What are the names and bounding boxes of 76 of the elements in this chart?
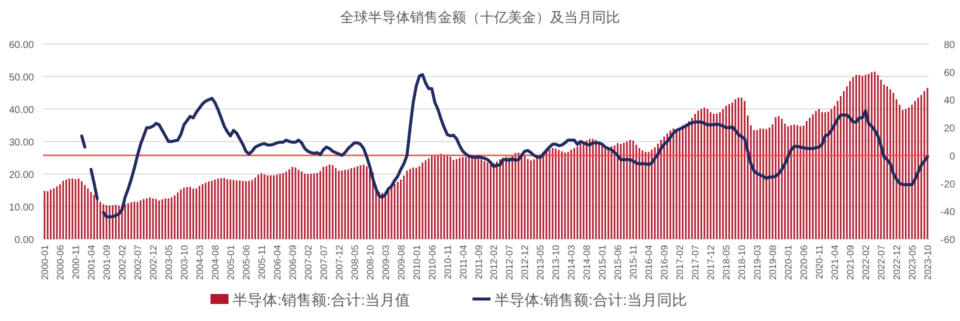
y-tick-label: 30.00 — [8, 138, 34, 148]
x-tick-label: 2007-12 — [334, 245, 346, 280]
x-tick-label: 2020-06 — [799, 245, 810, 280]
x-tick-label: 2012-02 — [489, 245, 500, 280]
y2-tick-label: -40 — [940, 207, 956, 218]
x-tick-label: 2005-06 — [241, 245, 252, 280]
x-tick-label: 2023-05 — [907, 245, 918, 280]
x-tick-label: 2008-10 — [365, 245, 376, 280]
x-tick-label: 2015-06 — [613, 245, 624, 280]
x-tick-label: 2017-07 — [690, 245, 702, 280]
x-tick-label: 2009-08 — [396, 245, 408, 280]
y2-tick-label: 40 — [944, 96, 956, 107]
y-tick-label: 60.00 — [8, 40, 34, 51]
x-tick-label: 2001-04 — [86, 245, 98, 280]
x-tick-label: 2014-03 — [566, 245, 578, 280]
x-tick-label: 2016-09 — [660, 245, 671, 280]
x-tick-label: 2017-12 — [706, 245, 718, 280]
y-tick-label: 10.00 — [8, 202, 34, 214]
x-tick-label: 2013-10 — [551, 245, 562, 280]
y-tick-label: 40.00 — [8, 105, 34, 116]
x-tick-label: 2002-02 — [117, 245, 128, 280]
x-tick-label: 2020-11 — [814, 245, 826, 280]
x-tick-label: 2005-01 — [226, 245, 237, 280]
x-tick-label: 2007-02 — [303, 245, 314, 280]
x-tick-label: 2011-04 — [458, 245, 470, 280]
x-tick-label: 2010-06 — [427, 245, 438, 280]
x-tick-label: 2011-09 — [474, 245, 485, 280]
chart-title: 全球半导体销售金额（十亿美金）及当月同比 — [340, 9, 620, 25]
x-tick-label: 2021-09 — [846, 245, 857, 280]
x-tick-label: 2004-03 — [194, 245, 206, 280]
x-tick-label: 2015-11 — [628, 245, 640, 280]
x-tick-label: 2006-04 — [272, 245, 284, 280]
x-tick-label: 2015-01 — [598, 245, 609, 280]
x-tick-label: 2021-04 — [830, 245, 842, 280]
x-tick-label: 2003-05 — [164, 245, 175, 280]
x-tick-label: 2009-03 — [380, 245, 392, 280]
x-tick-label: 2000-06 — [56, 245, 67, 280]
y2-tick-label: -20 — [940, 179, 956, 190]
y2-tick-label: 0 — [949, 151, 956, 162]
x-tick-label: 2012-12 — [520, 245, 532, 280]
legend-label: 半导体:销售额:合计:当月值 — [232, 292, 410, 309]
x-tick-label: 2000-01 — [40, 245, 52, 280]
x-tick-label: 2019-03 — [752, 245, 764, 280]
y-tick-label: 0.00 — [14, 235, 34, 246]
x-tick-label: 2006-09 — [288, 245, 299, 280]
y-tick-label: 50.00 — [8, 72, 34, 84]
x-tick-label: 2008-05 — [350, 245, 361, 280]
y2-tick-label: -60 — [940, 235, 956, 246]
x-tick-label: 2002-07 — [132, 245, 144, 280]
x-tick-label: 2018-05 — [722, 245, 733, 280]
x-tick-label: 2010-01 — [412, 245, 423, 280]
x-tick-label: 2022-02 — [860, 245, 872, 280]
x-tick-label: 2014-08 — [582, 245, 594, 280]
x-tick-label: 2005-11 — [256, 245, 268, 280]
x-tick-label: 2002-12 — [148, 245, 160, 280]
x-tick-label: 2004-08 — [210, 245, 222, 280]
x-tick-label: 2022-07 — [876, 245, 888, 280]
x-tick-label: 2017-02 — [675, 245, 686, 280]
x-tick-label: 2013-05 — [536, 245, 547, 280]
legend-label: 半导体:销售额:合计:当月同比 — [494, 292, 688, 309]
x-tick-label: 2018-10 — [737, 245, 748, 280]
x-tick-label: 2003-10 — [179, 245, 190, 280]
x-tick-label: 2007-07 — [318, 245, 330, 280]
y-tick-label: 20.00 — [8, 170, 34, 181]
x-tick-label: 2022-12 — [892, 245, 903, 280]
x-tick-label: 2012-07 — [504, 245, 516, 280]
x-tick-label: 2000-11 — [71, 245, 82, 280]
y2-tick-label: 20 — [944, 124, 956, 135]
x-tick-label: 2023-10 — [922, 245, 934, 280]
y2-tick-label: 60 — [944, 68, 956, 79]
y2-tick-label: 80 — [944, 40, 956, 51]
x-tick-label: 2001-09 — [102, 245, 114, 280]
x-tick-label: 2020-01 — [784, 245, 795, 280]
x-tick-label: 2016-04 — [644, 245, 656, 280]
x-tick-label: 2019-08 — [768, 245, 780, 280]
x-tick-label: 2010-11 — [442, 245, 454, 280]
